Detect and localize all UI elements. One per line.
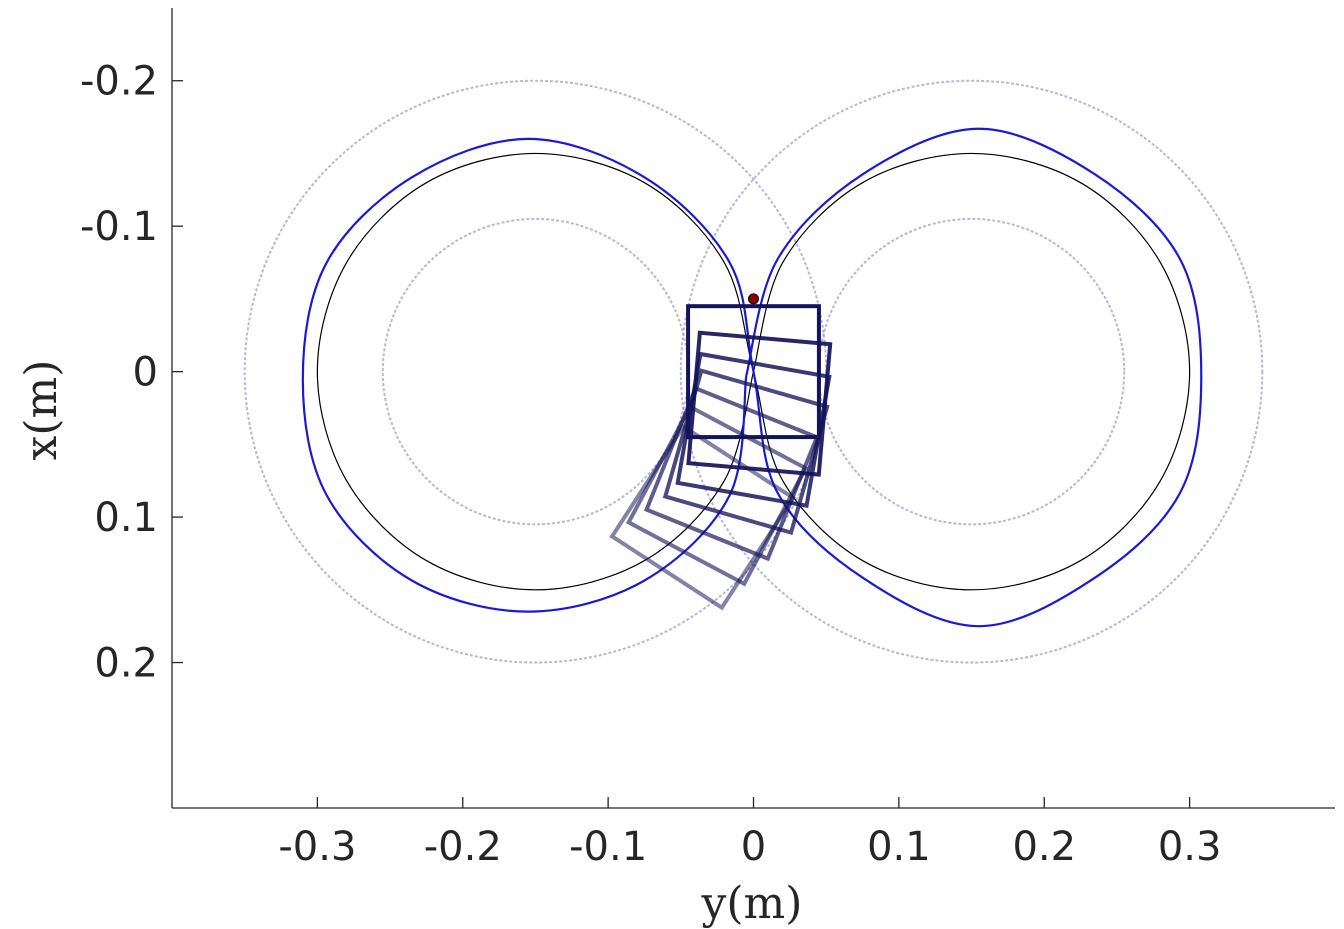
y-tick-label: -0.1 — [80, 204, 158, 250]
box-pose — [609, 423, 796, 611]
y-tick-label: 0.2 — [94, 641, 158, 687]
x-tick-label: 0 — [741, 824, 766, 870]
trajectory-line — [301, 127, 1203, 628]
envelope-ring — [381, 217, 690, 526]
marker-point — [748, 293, 759, 305]
box-pose — [686, 330, 833, 477]
x-tick-label: -0.1 — [569, 824, 647, 870]
box-pose — [662, 368, 830, 536]
x-axis-label: y(m) — [701, 878, 803, 929]
envelope-ring — [679, 79, 1264, 664]
x-tick-label: 0.3 — [1158, 824, 1222, 870]
x-tick-label: -0.2 — [424, 824, 502, 870]
y-tick-label: 0.1 — [94, 495, 158, 541]
y-tick-label: 0 — [133, 350, 158, 396]
envelope-ring — [817, 217, 1126, 526]
x-tick-label: 0.1 — [867, 824, 931, 870]
y-tick-label: -0.2 — [80, 59, 158, 105]
x-tick-label: -0.3 — [278, 824, 356, 870]
box-pose — [643, 385, 820, 562]
x-tick-label: 0.2 — [1012, 824, 1076, 870]
envelope-ring — [243, 79, 828, 664]
y-axis-label: x(m) — [16, 360, 67, 461]
box-pose — [686, 304, 821, 440]
